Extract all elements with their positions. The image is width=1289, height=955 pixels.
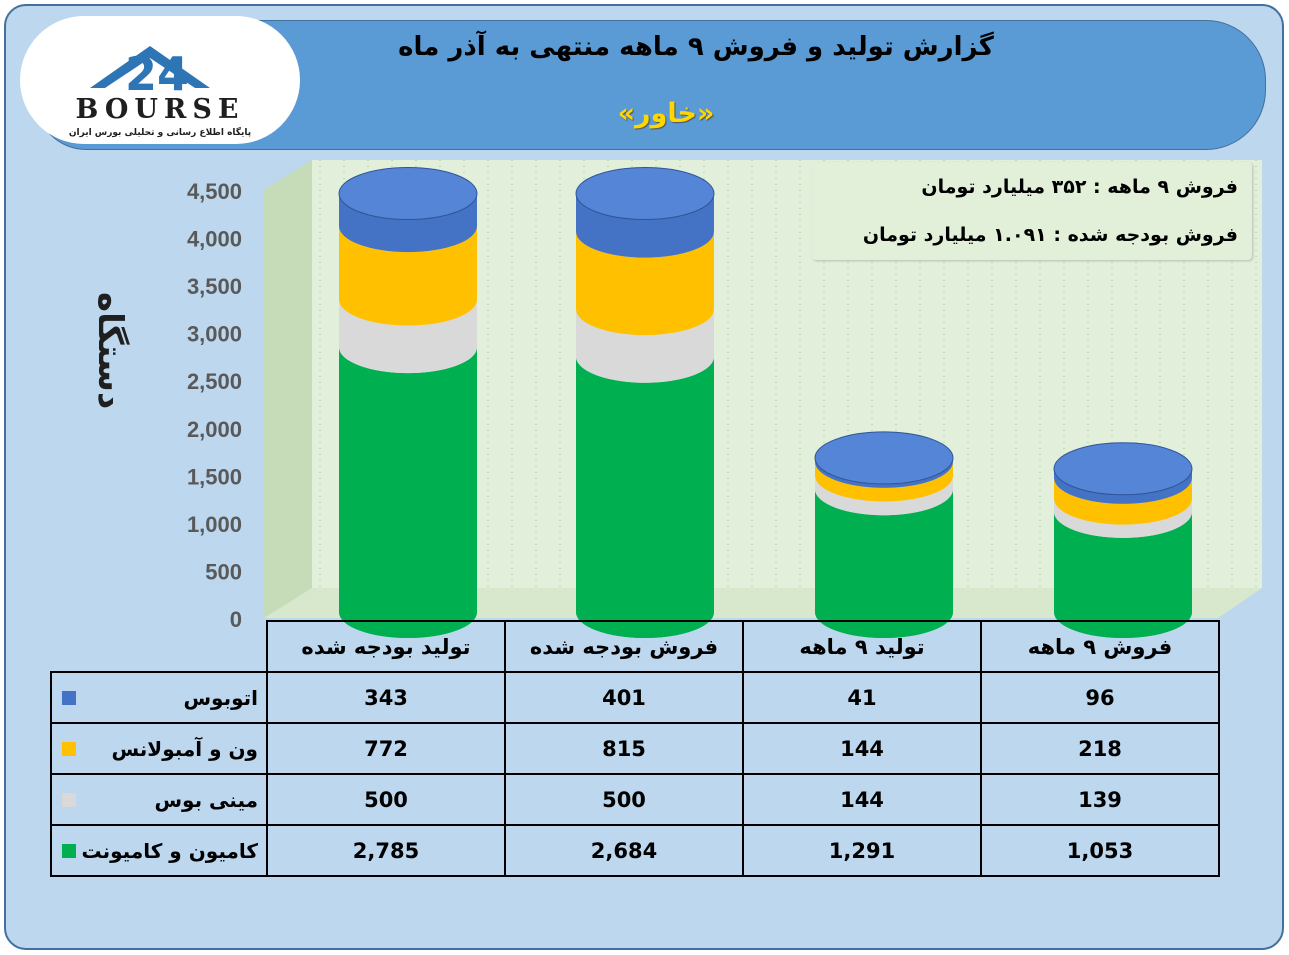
y-tick-label: 1,000 bbox=[187, 512, 242, 537]
info-line-9month-sales: فروش ۹ ماهه : ۳۵۲ میلیارد تومان bbox=[921, 176, 1238, 198]
bar-segment-truck bbox=[815, 489, 953, 638]
cylinder-top-cap bbox=[1053, 442, 1193, 496]
cylinder-top-cap bbox=[338, 167, 478, 221]
logo-text: BOURSE bbox=[76, 94, 245, 125]
y-tick-label: 3,000 bbox=[187, 322, 242, 347]
y-tick-label: 3,500 bbox=[187, 274, 242, 299]
bar-segment-minibus bbox=[576, 309, 714, 383]
legend-label: ون و آمبولانس bbox=[111, 736, 258, 761]
column-header: تولید ۹ ماهه bbox=[742, 620, 982, 673]
logo-icon: 24 BOURSE پایگاه اطلاع رسانی و تحلیلی بو… bbox=[69, 46, 251, 138]
legend-label: کامیون و کامیونت bbox=[81, 838, 258, 863]
legend-truck: کامیون و کامیونت bbox=[50, 824, 268, 877]
table-cell: 96 bbox=[980, 671, 1220, 724]
column-header: فروش بودجه شده bbox=[504, 620, 744, 673]
y-axis-label: دستگاه bbox=[90, 292, 130, 410]
bar-segment-truck bbox=[1054, 511, 1192, 638]
table-cell: 2,785 bbox=[266, 824, 506, 877]
bar-segment-truck bbox=[339, 347, 477, 638]
company-name: «خاور» bbox=[617, 98, 715, 129]
legend-label: مینی بوس bbox=[154, 787, 258, 812]
table-cell: 144 bbox=[742, 773, 982, 826]
table-cell: 1,291 bbox=[742, 824, 982, 877]
column-header: فروش ۹ ماهه bbox=[980, 620, 1220, 673]
legend-minibus: مینی بوس bbox=[50, 773, 268, 826]
info-line-budget-sales: فروش بودجه شده : ۱.۰۹۱ میلیارد تومان bbox=[862, 224, 1238, 246]
table-corner bbox=[51, 621, 267, 673]
logo-number: 24 bbox=[125, 47, 189, 101]
y-tick-label: 4,000 bbox=[187, 227, 242, 252]
bar-segment-minibus bbox=[1054, 498, 1192, 538]
table-cell: 772 bbox=[266, 722, 506, 775]
y-tick-label: 1,500 bbox=[187, 464, 242, 489]
bar-segment-van bbox=[576, 231, 714, 336]
bar-segment-van bbox=[1054, 477, 1192, 525]
bar-segment-van bbox=[815, 461, 953, 502]
table-cell: 144 bbox=[742, 722, 982, 775]
table-header-row: تولید بودجه شده فروش بودجه شده تولید ۹ م… bbox=[51, 620, 1220, 673]
table-row-bus: اتوبوس 343 401 41 96 bbox=[50, 671, 1220, 724]
legend-swatch-minibus bbox=[62, 792, 76, 807]
cylinder-top-cap bbox=[575, 167, 715, 221]
column-header: تولید بودجه شده bbox=[266, 620, 506, 673]
table-cell: 218 bbox=[980, 722, 1220, 775]
logo-tagline: پایگاه اطلاع رسانی و تحلیلی بورس ایران bbox=[69, 126, 251, 138]
table-cell: 815 bbox=[504, 722, 744, 775]
bar-segment-minibus bbox=[815, 475, 953, 516]
table-cell: 500 bbox=[266, 773, 506, 826]
table-row-truck: کامیون و کامیونت 2,785 2,684 1,291 1,053 bbox=[50, 824, 1220, 877]
chart-floor bbox=[264, 588, 1262, 618]
data-table: تولید بودجه شده فروش بودجه شده تولید ۹ م… bbox=[50, 620, 1220, 877]
bar-segment-bus bbox=[576, 193, 714, 258]
chart-side-wall bbox=[264, 160, 312, 618]
legend-swatch-truck bbox=[62, 843, 76, 858]
bar-segment-truck bbox=[576, 356, 714, 638]
table-cell: 500 bbox=[504, 773, 744, 826]
table-row-van: ون و آمبولانس 772 815 144 218 bbox=[50, 722, 1220, 775]
legend-van: ون و آمبولانس bbox=[50, 722, 268, 775]
y-tick-label: 2,000 bbox=[187, 417, 242, 442]
bar-segment-bus bbox=[339, 193, 477, 253]
legend-swatch-bus bbox=[62, 690, 76, 705]
report-title: گزارش تولید و فروش ۹ ماهه منتهی به آذر م… bbox=[398, 32, 994, 62]
legend-label: اتوبوس bbox=[183, 685, 258, 710]
bar-segment-bus bbox=[1054, 468, 1192, 504]
bar-segment-van bbox=[339, 226, 477, 326]
table-cell: 139 bbox=[980, 773, 1220, 826]
table-cell: 2,684 bbox=[504, 824, 744, 877]
table-row-minibus: مینی بوس 500 500 144 139 bbox=[50, 773, 1220, 826]
legend-bus: اتوبوس bbox=[50, 671, 268, 724]
table-cell: 401 bbox=[504, 671, 744, 724]
table-cell: 1,053 bbox=[980, 824, 1220, 877]
sales-info-box: فروش ۹ ماهه : ۳۵۲ میلیارد تومان فروش بود… bbox=[812, 162, 1252, 260]
cylinder-top-cap bbox=[814, 431, 954, 485]
bourse24-logo: 24 BOURSE پایگاه اطلاع رسانی و تحلیلی بو… bbox=[20, 16, 300, 144]
table-cell: 343 bbox=[266, 671, 506, 724]
y-tick-label: 2,500 bbox=[187, 369, 242, 394]
bar-segment-minibus bbox=[339, 299, 477, 374]
y-tick-label: 4,500 bbox=[187, 179, 242, 204]
y-tick-label: 500 bbox=[205, 559, 242, 584]
legend-swatch-van bbox=[62, 741, 76, 756]
table-cell: 41 bbox=[742, 671, 982, 724]
